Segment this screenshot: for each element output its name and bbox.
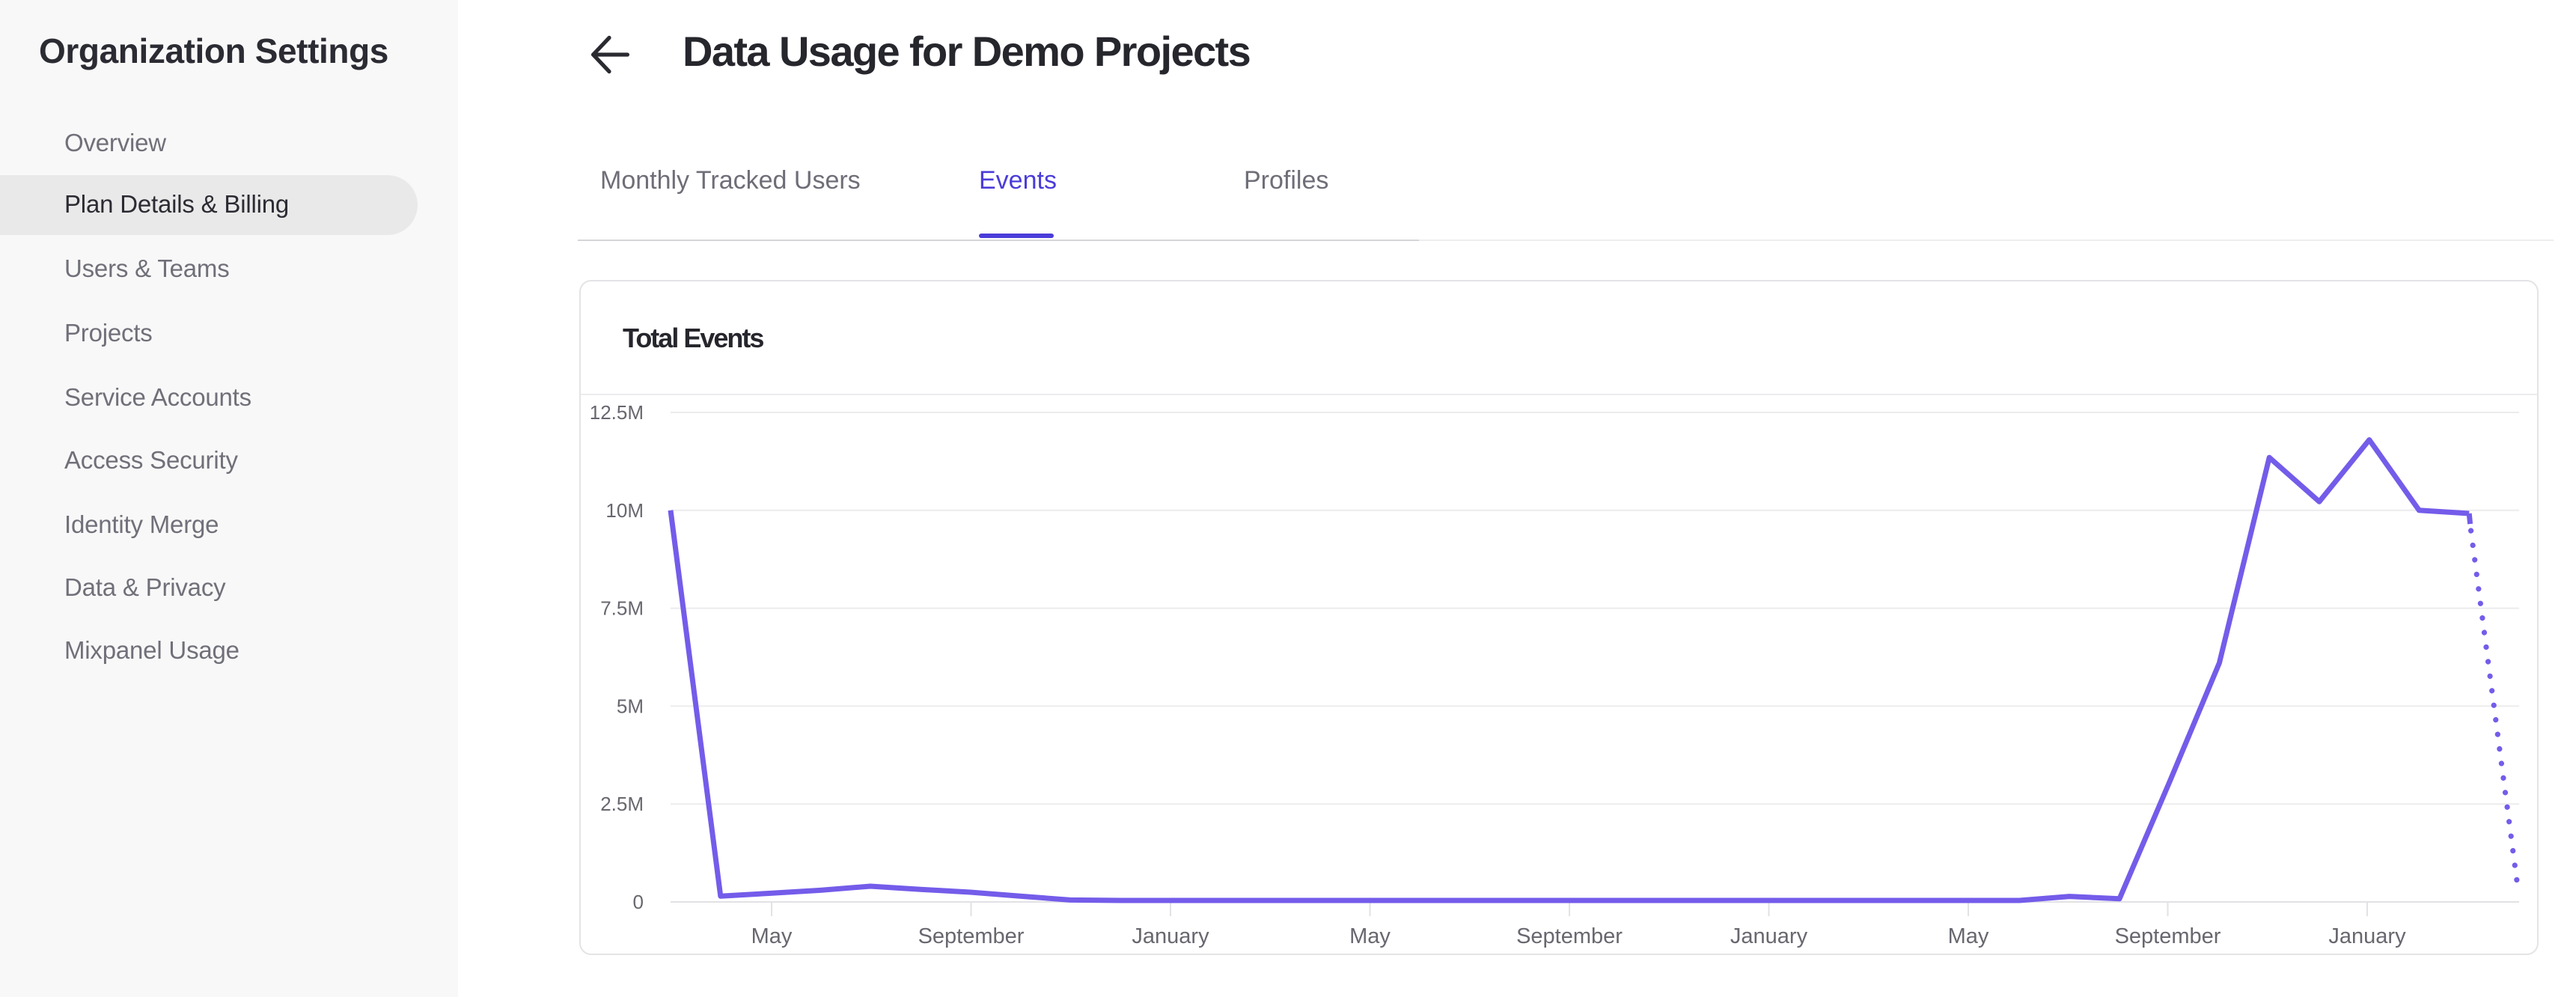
svg-text:7.5M: 7.5M <box>600 597 644 620</box>
svg-text:January: January <box>1730 924 1808 948</box>
svg-text:10M: 10M <box>605 499 644 522</box>
svg-text:2.5M: 2.5M <box>600 793 644 815</box>
svg-text:September: September <box>1516 924 1623 948</box>
svg-text:0: 0 <box>633 891 644 913</box>
svg-text:12.5M: 12.5M <box>590 401 644 424</box>
svg-text:May: May <box>1349 924 1391 948</box>
svg-text:5M: 5M <box>617 695 644 717</box>
svg-text:May: May <box>1948 924 1989 948</box>
svg-text:January: January <box>1132 924 1209 948</box>
svg-text:January: January <box>2328 924 2406 948</box>
svg-text:May: May <box>751 924 793 948</box>
svg-text:September: September <box>2115 924 2221 948</box>
svg-text:September: September <box>918 924 1025 948</box>
